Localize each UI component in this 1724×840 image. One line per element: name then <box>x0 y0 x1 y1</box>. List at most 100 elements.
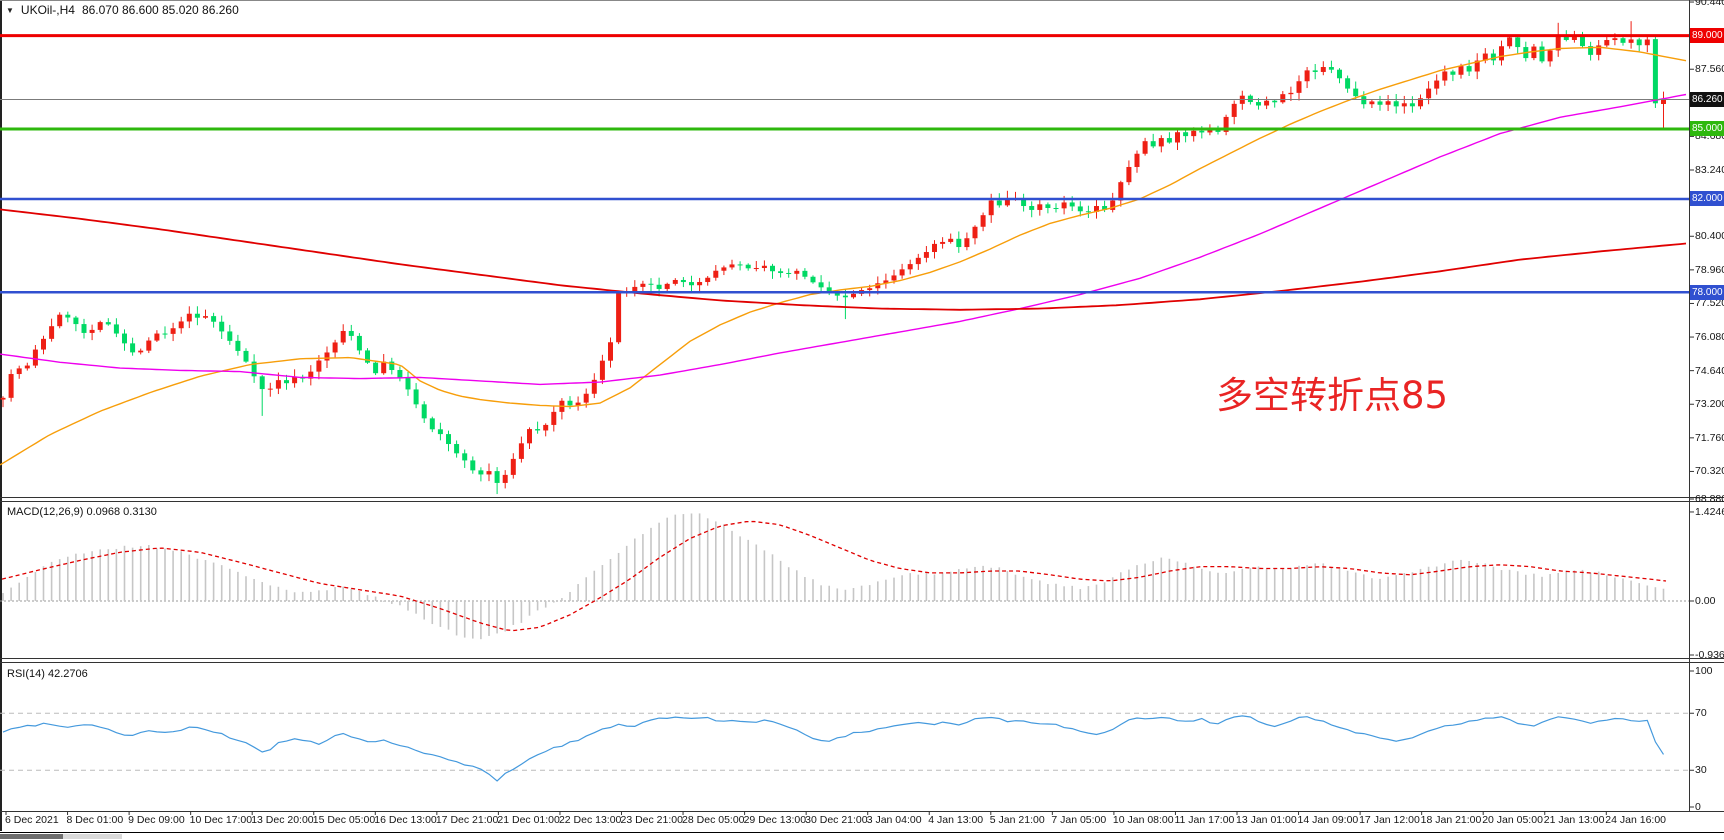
candle-body <box>802 270 808 277</box>
macd-bar <box>431 601 434 625</box>
macd-bar <box>1516 571 1519 601</box>
candle-body <box>1563 35 1569 40</box>
candle-body <box>510 458 516 475</box>
candle-body <box>964 238 970 248</box>
macd-bar <box>1379 578 1381 601</box>
macd-bar <box>1184 562 1187 601</box>
candle-body <box>616 293 622 343</box>
macd-bar <box>1152 561 1154 601</box>
macd-bar <box>253 578 255 601</box>
scrollbar-track-segment[interactable] <box>63 834 122 839</box>
macd-bar <box>67 556 69 601</box>
candle-body <box>1045 204 1051 209</box>
y-tick-label: 87.560 <box>1695 63 1724 76</box>
candle-body <box>1110 200 1116 210</box>
ma-slow-red <box>0 208 1687 311</box>
candle-body <box>932 243 937 253</box>
candle-body <box>16 368 22 375</box>
macd-bar <box>1549 574 1551 601</box>
macd-bar <box>220 565 223 601</box>
candle-body <box>170 328 176 334</box>
candle-body <box>1418 98 1423 107</box>
candle-body <box>1264 100 1270 106</box>
candle-body <box>1474 60 1480 72</box>
candle-body <box>608 342 613 361</box>
x-axis-label: 24 Jan 16:00 <box>1605 814 1667 826</box>
candle-body <box>73 317 79 325</box>
macd-bar <box>1192 566 1195 601</box>
y-tick-label: 70.320 <box>1695 465 1724 478</box>
candle-body <box>1499 46 1504 61</box>
rsi-axis-label: 0 <box>1695 801 1701 813</box>
macd-bar <box>1111 577 1114 601</box>
macd-bar <box>1030 579 1033 601</box>
macd-bar <box>115 548 118 601</box>
candle-body <box>1409 103 1415 107</box>
candle-body <box>32 349 38 366</box>
candle-body <box>1385 101 1391 105</box>
candle-body <box>875 283 881 289</box>
macd-bar <box>301 591 304 601</box>
macd-bar <box>1257 566 1260 601</box>
candle-body <box>1612 38 1618 41</box>
candle-body <box>1053 208 1059 210</box>
macd-bar <box>1419 568 1422 601</box>
macd-bar <box>577 584 579 601</box>
scrollbar-thumb[interactable] <box>0 834 63 839</box>
ma-mid-magenta <box>0 93 1687 386</box>
macd-bar <box>625 545 628 601</box>
candle-body <box>389 361 395 370</box>
candle-body <box>24 365 30 369</box>
candle-body <box>308 371 314 379</box>
macd-bar <box>1273 567 1276 601</box>
macd-bar <box>1346 570 1349 601</box>
macd-bar <box>642 534 644 601</box>
candle-body <box>1004 198 1010 206</box>
candle-body <box>65 314 71 318</box>
macd-bar <box>893 577 895 601</box>
x-axis-label: 17 Jan 12:00 <box>1359 814 1420 826</box>
macd-bar <box>1249 568 1252 601</box>
macd-bar <box>666 517 668 601</box>
candle-body <box>988 200 994 216</box>
candle-body <box>219 321 225 332</box>
macd-bar <box>974 566 976 601</box>
candle-body <box>705 277 711 283</box>
macd-bar <box>1597 571 1600 601</box>
candle-body <box>1296 81 1302 93</box>
x-axis-label: 21 Dec 01:00 <box>497 814 560 826</box>
macd-bar <box>949 571 952 601</box>
macd-bar <box>593 570 596 601</box>
macd-bar <box>674 514 677 601</box>
macd-bar <box>1063 586 1065 601</box>
candle-body <box>1158 138 1164 147</box>
macd-bar <box>1557 572 1559 601</box>
macd-bar <box>804 577 806 601</box>
macd-bar <box>723 524 725 601</box>
candle-body <box>1077 206 1083 212</box>
candle-body <box>1652 39 1658 104</box>
macd-bar <box>91 551 93 601</box>
candle-body <box>186 313 192 322</box>
macd-bar <box>407 601 409 611</box>
candle-body <box>405 377 411 390</box>
macd-bar <box>1525 574 1527 601</box>
candle-body <box>940 241 946 244</box>
macd-bar <box>423 601 425 620</box>
macd-bar <box>1241 568 1244 601</box>
x-axis-label: 13 Jan 01:00 <box>1236 814 1297 826</box>
macd-bar <box>1314 563 1316 601</box>
candle-body <box>275 380 281 389</box>
macd-bar <box>658 522 660 601</box>
candle-body <box>1539 46 1545 62</box>
candle-body <box>729 264 735 268</box>
candle-body <box>340 330 346 343</box>
candle-body <box>1304 70 1310 82</box>
chevron-down-icon[interactable]: ▼ <box>6 5 14 15</box>
macd-bar <box>439 601 442 627</box>
price-tag-78.000: 78.000 <box>1690 284 1724 300</box>
macd-bar <box>1087 586 1090 601</box>
candle-body <box>122 333 127 344</box>
candle-body <box>284 380 289 384</box>
